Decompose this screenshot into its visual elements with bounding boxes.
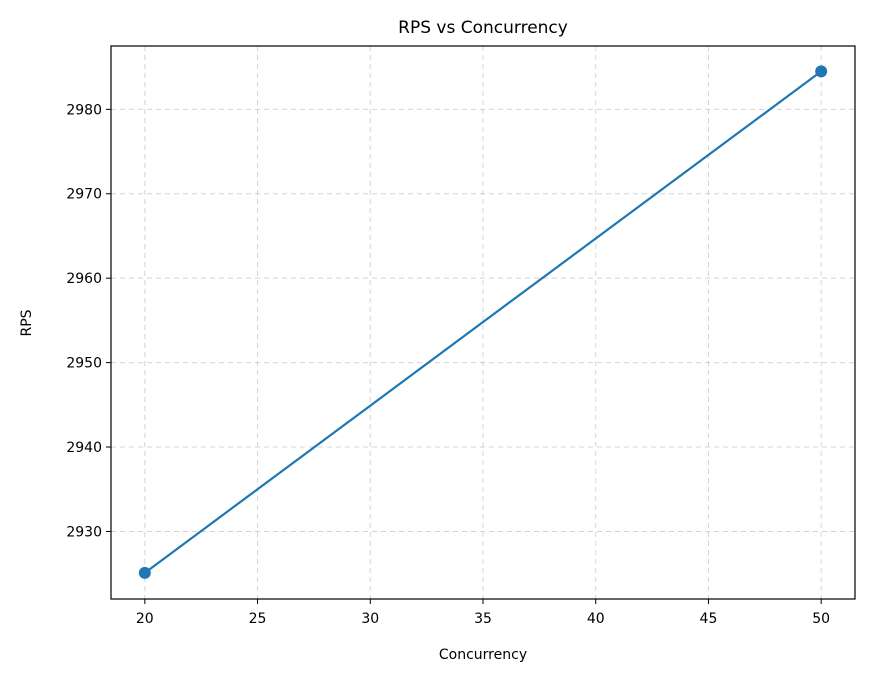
y-tick-label: 2950 — [66, 356, 102, 372]
y-tick-label: 2930 — [66, 524, 102, 540]
x-axis-label: Concurrency — [439, 647, 527, 663]
x-tick-label: 35 — [474, 611, 492, 627]
x-tick-label: 20 — [136, 611, 154, 627]
x-axis-ticks: 20 25 30 35 40 45 50 — [136, 599, 830, 627]
y-axis-label: RPS — [19, 309, 35, 336]
x-tick-label: 40 — [587, 611, 605, 627]
x-tick-label: 45 — [700, 611, 718, 627]
data-point — [138, 566, 151, 579]
grid-lines — [111, 46, 855, 599]
y-tick-label: 2960 — [66, 271, 102, 287]
y-axis-ticks: 2930 2940 2950 2960 2970 2980 — [66, 102, 111, 540]
y-tick-label: 2980 — [66, 102, 102, 118]
chart-title: RPS vs Concurrency — [398, 18, 568, 38]
series-line — [144, 70, 822, 574]
y-tick-label: 2940 — [66, 440, 102, 456]
data-point — [815, 65, 828, 78]
x-tick-label: 50 — [812, 611, 830, 627]
y-tick-label: 2970 — [66, 187, 102, 203]
x-tick-label: 30 — [361, 611, 379, 627]
x-tick-label: 25 — [249, 611, 267, 627]
series-layer — [138, 65, 828, 579]
